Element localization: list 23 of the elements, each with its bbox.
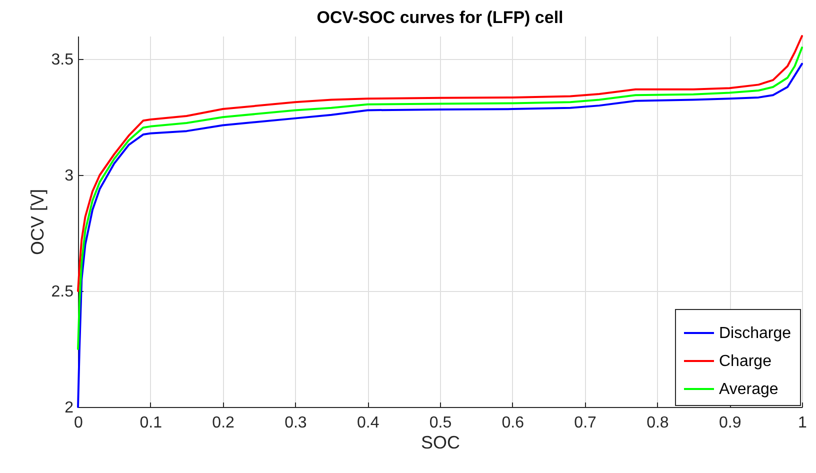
y-axis-title: OCV [V] — [27, 188, 48, 256]
x-tick-label: 0.3 — [284, 414, 307, 432]
line-series — [77, 46, 803, 350]
y-tick-label: 2 — [64, 400, 74, 416]
y-tick-label: 3.5 — [51, 52, 74, 69]
x-tick-label: 0 — [74, 414, 84, 432]
x-tick-label: 0.9 — [718, 414, 742, 432]
y-tick-label: 3 — [64, 168, 74, 185]
x-tick-label: 0.4 — [356, 414, 380, 432]
x-tick-label: 0.7 — [574, 414, 597, 432]
x-tick-label: 0.8 — [646, 414, 669, 432]
x-tick-label: 0.5 — [429, 414, 452, 432]
x-axis-title: SOC — [420, 432, 460, 452]
legend-label: Charge — [719, 353, 772, 370]
legend-label: Average — [719, 381, 778, 398]
x-tick-label: 0.6 — [502, 414, 524, 432]
y-tick-label: 2.5 — [51, 284, 74, 301]
line-series — [77, 35, 803, 292]
x-tick-label: 0.2 — [212, 414, 235, 432]
chart-title: OCV-SOC curves for (LFP) cell — [316, 8, 564, 27]
legend-label: Discharge — [719, 325, 792, 342]
x-tick-label: 0.1 — [140, 414, 162, 432]
x-tick-label: 1 — [798, 414, 808, 432]
